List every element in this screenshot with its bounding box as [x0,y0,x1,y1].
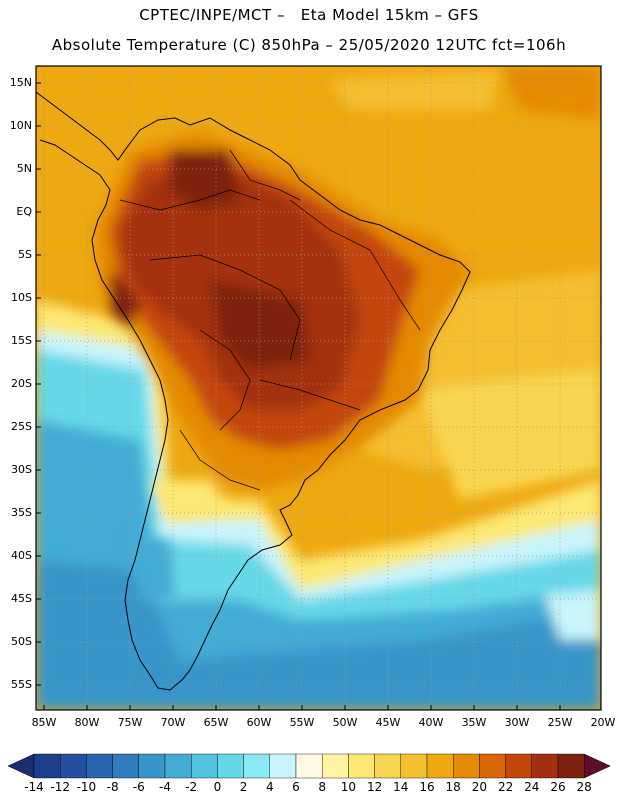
colorbar-swatch [400,753,428,779]
colorbar-arrow-high [583,753,611,779]
colorbar-swatch [453,753,480,779]
colorbar-label: 10 [340,780,357,794]
lat-label: 35S [11,506,32,519]
colorbar-label: 14 [393,780,409,794]
colorbar-label: 24 [524,780,540,794]
country-borders [119,149,421,491]
colorbar-swatch [479,753,506,779]
colorbar-label: -12 [50,780,70,794]
colorbar-swatch [322,753,349,779]
lat-label: 45S [11,592,32,605]
colorbar-swatch [505,753,533,779]
colorbar-label: 2 [239,780,248,794]
lat-label: 40S [11,549,32,562]
colorbar-swatch [295,753,323,779]
lon-label: 35W [461,716,487,729]
colorbar-label: 6 [292,780,300,794]
colorbar-swatch [269,753,297,779]
colorbar-label: -14 [24,780,44,794]
graticule [36,66,601,710]
colorbar-swatch [138,753,166,779]
lat-label: 50S [11,635,32,648]
lat-label: 10S [11,291,32,304]
colorbar-label: -2 [185,780,198,794]
colorbar-label: -4 [159,780,171,794]
lat-label: 55S [11,678,32,691]
colorbar-swatch [60,753,87,779]
lon-label: 55W [289,716,315,729]
colorbar-label: 20 [471,780,488,794]
colorbar-label: 16 [419,780,435,794]
axis-ticks [36,82,561,710]
colorbar-label: -6 [132,780,145,794]
colorbar-swatch [112,753,139,779]
lon-label: 85W [31,716,57,729]
lat-label: 15N [9,76,32,89]
lon-label: 75W [117,716,143,729]
lat-label: 30S [11,463,32,476]
colorbar-label: 26 [550,780,566,794]
colorbar-swatch [557,753,585,779]
colorbar [7,753,611,779]
colorbar-swatch [374,753,402,779]
colorbar-label: 4 [265,780,274,794]
colorbar-swatch [86,753,113,779]
lon-label: 30W [504,716,530,729]
colorbar-label: 28 [576,780,592,794]
colorbar-swatch [243,753,271,779]
colorbar-label: -10 [76,780,97,794]
colorbar-swatch [531,753,559,779]
colorbar-label: -8 [106,780,119,794]
lon-label: 70W [160,716,186,729]
lon-label: 65W [203,716,229,729]
lat-label: 5S [18,248,32,261]
lat-label: 10N [9,119,32,132]
colorbar-label: 18 [445,780,461,794]
colorbar-label: 12 [366,780,383,794]
lon-label: 45W [375,716,401,729]
colorbar-label: 22 [497,780,514,794]
map-frame [35,65,602,711]
lon-label: 80W [74,716,100,729]
colorbar-swatch [217,753,244,779]
colorbar-swatch [426,753,454,779]
title-line-2: Absolute Temperature (C) 850hPa – 25/05/… [51,36,567,54]
lon-label: 40W [418,716,444,729]
colorbar-label: 8 [318,780,326,794]
lat-label: 5N [16,162,32,175]
lat-label: 15S [11,334,32,347]
lat-label: 25S [11,420,32,433]
lon-label: 60W [246,716,272,729]
title-line-1: CPTEC/INPE/MCT – Eta Model 15km – GFS [139,6,479,24]
colorbar-swatch [33,753,61,779]
lon-label: 50W [332,716,358,729]
colorbar-arrow-low [7,753,35,779]
colorbar-swatch [190,753,218,779]
colorbar-swatch [348,753,375,779]
colorbar-label: 0 [213,780,222,794]
lon-label: 20W [590,716,616,729]
lat-label: 20S [11,377,32,390]
coastline [36,91,471,691]
colorbar-swatch [164,753,192,779]
lat-label: EQ [16,205,32,218]
temperature-field [36,66,601,710]
lon-label: 25W [547,716,573,729]
